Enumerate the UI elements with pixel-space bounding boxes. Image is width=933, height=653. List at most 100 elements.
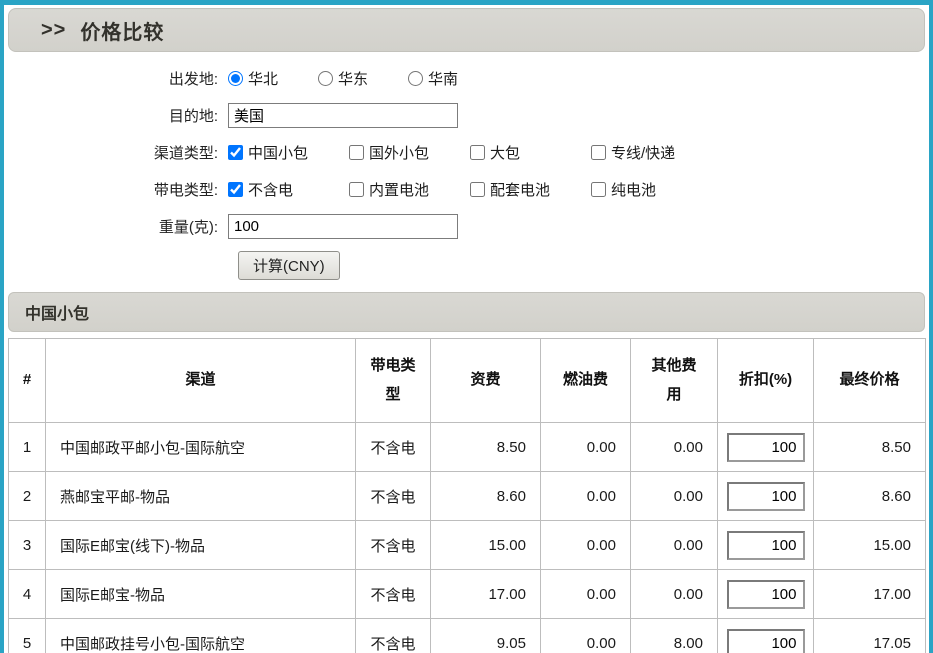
battery-checkbox-builtin[interactable] xyxy=(349,182,364,197)
col-header-discount: 折扣(%) xyxy=(717,338,814,423)
row-other: 0.00 xyxy=(630,471,718,521)
channel-type-row: 渠道类型: 中国小包 国外小包 大包 专线/快递 xyxy=(4,140,929,165)
col-header-channel: 渠道 xyxy=(45,338,356,423)
origin-option-north[interactable]: 华北 xyxy=(228,68,278,89)
battery-option-pure[interactable]: 纯电池 xyxy=(591,179,656,200)
battery-checkbox-none[interactable] xyxy=(228,182,243,197)
weight-label: 重量(克): xyxy=(158,219,218,236)
row-battery: 不含电 xyxy=(355,618,431,653)
origin-option-south[interactable]: 华南 xyxy=(408,68,458,89)
channel-option-label: 国外小包 xyxy=(369,145,430,162)
destination-label: 目的地: xyxy=(168,108,218,125)
row-fee: 17.00 xyxy=(430,569,541,619)
channel-checkbox-big-packet[interactable] xyxy=(470,145,485,160)
row-fee: 15.00 xyxy=(430,520,541,570)
row-discount-cell xyxy=(717,520,814,570)
page-title: 价格比较 xyxy=(80,21,165,44)
table-header-row: # 渠道 带电类型 资费 燃油费 其他费用 折扣(%) 最终价格 xyxy=(8,338,926,423)
row-discount-cell xyxy=(717,422,814,472)
row-final-price: 17.00 xyxy=(813,569,926,619)
weight-input[interactable] xyxy=(228,214,458,239)
row-battery: 不含电 xyxy=(355,520,431,570)
channel-option-label: 专线/快递 xyxy=(611,145,676,162)
battery-option-label: 配套电池 xyxy=(490,182,551,199)
col-header-fuel: 燃油费 xyxy=(540,338,631,423)
weight-row: 重量(克): xyxy=(4,214,929,239)
row-fuel: 0.00 xyxy=(540,569,631,619)
row-index: 4 xyxy=(8,569,46,619)
discount-input[interactable] xyxy=(726,579,805,609)
discount-input[interactable] xyxy=(726,481,805,511)
origin-option-label: 华东 xyxy=(338,71,369,88)
battery-option-matched[interactable]: 配套电池 xyxy=(470,179,591,200)
row-final-price: 17.05 xyxy=(813,618,926,653)
table-row: 4 国际E邮宝-物品 不含电 17.00 0.00 0.00 17.00 xyxy=(8,569,926,619)
calculate-button[interactable]: 计算(CNY) xyxy=(238,251,340,280)
row-channel: 中国邮政平邮小包-国际航空 xyxy=(45,422,356,472)
channel-checkbox-foreign-packet[interactable] xyxy=(349,145,364,160)
section-bar-china-packet: 中国小包 xyxy=(8,292,925,332)
table-row: 2 燕邮宝平邮-物品 不含电 8.60 0.00 0.00 8.60 xyxy=(8,471,926,521)
channel-checkbox-china-packet[interactable] xyxy=(228,145,243,160)
row-channel: 燕邮宝平邮-物品 xyxy=(45,471,356,521)
battery-checkbox-matched[interactable] xyxy=(470,182,485,197)
channel-option-big-packet[interactable]: 大包 xyxy=(470,142,591,163)
channel-option-foreign-packet[interactable]: 国外小包 xyxy=(349,142,470,163)
row-fuel: 0.00 xyxy=(540,471,631,521)
row-fuel: 0.00 xyxy=(540,422,631,472)
battery-option-none[interactable]: 不含电 xyxy=(228,179,349,200)
origin-option-label: 华北 xyxy=(248,71,279,88)
battery-option-label: 内置电池 xyxy=(369,182,430,199)
origin-option-east[interactable]: 华东 xyxy=(318,68,368,89)
row-channel: 国际E邮宝(线下)-物品 xyxy=(45,520,356,570)
col-header-final: 最终价格 xyxy=(813,338,926,423)
row-other: 0.00 xyxy=(630,569,718,619)
battery-option-builtin[interactable]: 内置电池 xyxy=(349,179,470,200)
channel-option-label: 中国小包 xyxy=(248,145,309,162)
col-header-other: 其他费用 xyxy=(630,338,718,423)
origin-radio-east[interactable] xyxy=(318,71,334,86)
discount-input[interactable] xyxy=(726,530,805,560)
row-battery: 不含电 xyxy=(355,569,431,619)
channel-type-label: 渠道类型: xyxy=(153,145,218,162)
row-final-price: 8.60 xyxy=(813,471,926,521)
channel-option-label: 大包 xyxy=(490,145,521,162)
channel-option-express[interactable]: 专线/快递 xyxy=(591,142,675,163)
row-other: 8.00 xyxy=(630,618,718,653)
discount-input[interactable] xyxy=(726,432,805,462)
battery-checkbox-pure[interactable] xyxy=(591,182,606,197)
col-header-battery: 带电类型 xyxy=(355,338,431,423)
channel-checkbox-express[interactable] xyxy=(591,145,606,160)
row-fee: 8.60 xyxy=(430,471,541,521)
row-index: 5 xyxy=(8,618,46,653)
table-row: 3 国际E邮宝(线下)-物品 不含电 15.00 0.00 0.00 15.00 xyxy=(8,520,926,570)
destination-row: 目的地: xyxy=(4,103,929,128)
calculate-row: 计算(CNY) xyxy=(4,251,929,280)
row-channel: 中国邮政挂号小包-国际航空 xyxy=(45,618,356,653)
battery-option-label: 不含电 xyxy=(248,182,294,199)
row-battery: 不含电 xyxy=(355,471,431,521)
row-other: 0.00 xyxy=(630,422,718,472)
page-title-bar: >> 价格比较 xyxy=(8,8,925,52)
row-index: 3 xyxy=(8,520,46,570)
section-title: 中国小包 xyxy=(25,306,90,323)
table-row: 1 中国邮政平邮小包-国际航空 不含电 8.50 0.00 0.00 8.50 xyxy=(8,422,926,472)
discount-input[interactable] xyxy=(726,628,805,653)
chevrons-icon: >> xyxy=(41,18,67,41)
origin-radio-south[interactable] xyxy=(408,71,424,86)
row-index: 1 xyxy=(8,422,46,472)
channel-option-china-packet[interactable]: 中国小包 xyxy=(228,142,349,163)
price-compare-form: 出发地: 华北 华东 华南 目的地: 渠道类型: 中国小包 xyxy=(4,52,929,280)
row-discount-cell xyxy=(717,618,814,653)
battery-type-row: 带电类型: 不含电 内置电池 配套电池 纯电池 xyxy=(4,177,929,202)
row-discount-cell xyxy=(717,471,814,521)
origin-radio-north[interactable] xyxy=(228,71,243,86)
destination-input[interactable] xyxy=(228,103,458,128)
origin-option-label: 华南 xyxy=(428,71,459,88)
row-final-price: 15.00 xyxy=(813,520,926,570)
row-fuel: 0.00 xyxy=(540,618,631,653)
battery-type-label: 带电类型: xyxy=(153,182,218,199)
price-table: # 渠道 带电类型 资费 燃油费 其他费用 折扣(%) 最终价格 1 中国邮政平… xyxy=(8,338,926,653)
row-discount-cell xyxy=(717,569,814,619)
